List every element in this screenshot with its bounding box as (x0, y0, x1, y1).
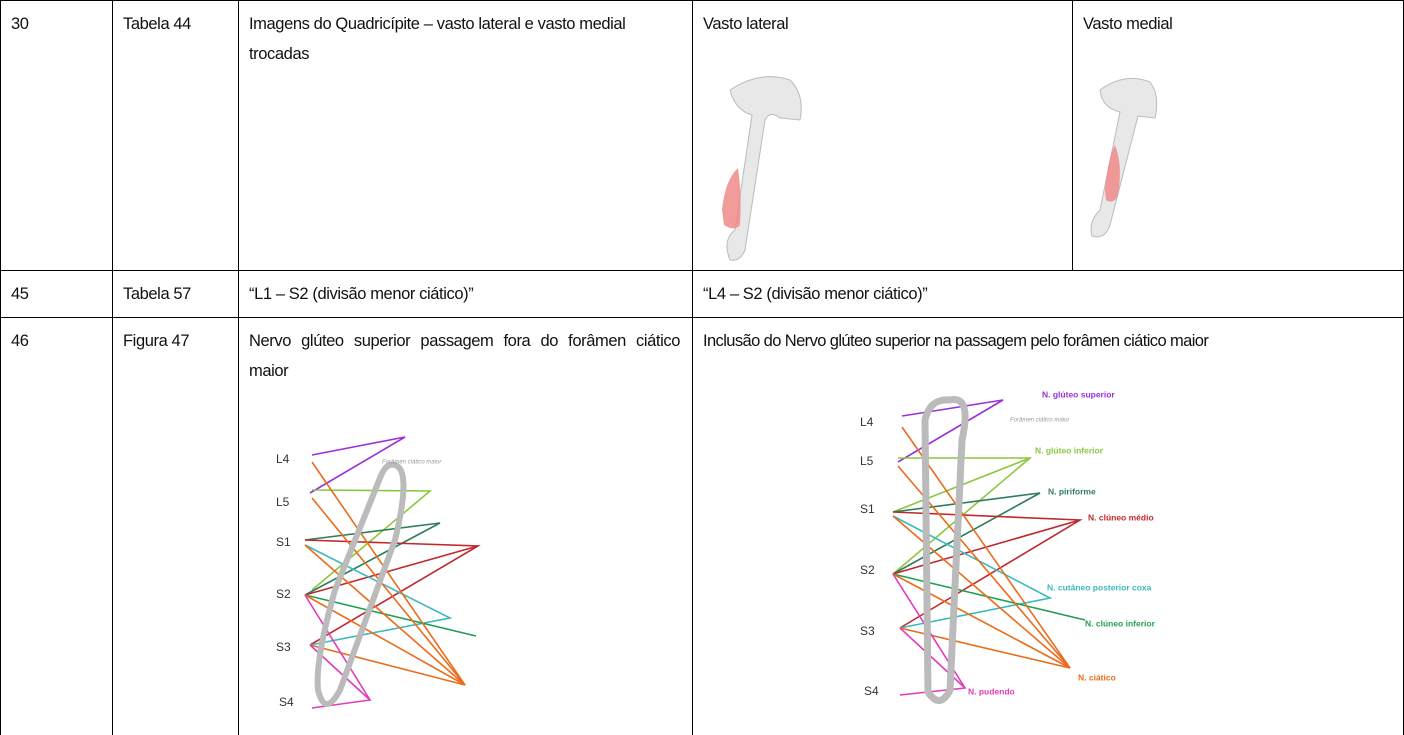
foramen-label: Forâmen ciático maior (1010, 418, 1070, 424)
nerve-line (897, 399, 1004, 463)
root-label: L5 (276, 495, 290, 509)
root-label: S3 (276, 640, 291, 654)
nerve-line (901, 426, 1071, 669)
nerve-line (892, 492, 1041, 575)
nerve-line (892, 573, 1086, 621)
nerve-line (892, 515, 1071, 669)
nerve-label: N. pudendo (968, 686, 1015, 696)
nerve-line (304, 544, 466, 686)
muscle (1105, 145, 1120, 202)
nerve-line (892, 573, 1071, 669)
foramen-outline (314, 461, 407, 707)
foramen-outline (921, 396, 969, 704)
leg-illustration (726, 76, 1158, 261)
nerve-line (311, 461, 466, 686)
foramen-label: Forâmen ciático maior (382, 460, 442, 466)
nerve-label: N. piriforme (1048, 486, 1096, 496)
root-label: S1 (860, 502, 875, 516)
nerve-lines (304, 399, 1086, 709)
nerve-label: N. clúneo inferior (1085, 618, 1156, 628)
nerve-label: N. clúneo médio (1088, 512, 1154, 522)
root-label: L4 (276, 452, 290, 466)
nerve-label: N. cutâneo posterior coxa (1047, 582, 1152, 592)
root-label: S3 (860, 624, 875, 638)
nerve-line (309, 644, 466, 686)
nerve-line (899, 627, 966, 689)
nerve-label: N. ciático (1078, 672, 1116, 682)
nerve-line (304, 522, 441, 596)
cell-text: Nervo glúteo superior passagem fora do f… (249, 332, 680, 380)
root-label: S2 (860, 563, 875, 577)
root-label: S4 (279, 695, 294, 709)
nerve-label: N. glúteo inferior (1035, 445, 1104, 455)
nerve-label: N. glúteo superior (1042, 389, 1115, 399)
root-label: S1 (276, 535, 291, 549)
nerve-line (311, 497, 466, 686)
nerve-line (304, 594, 371, 701)
nerve-line (309, 436, 406, 494)
root-label: L5 (860, 454, 874, 468)
root-label: S2 (276, 587, 291, 601)
muscle (722, 168, 741, 229)
root-label: L4 (860, 415, 874, 429)
root-label: S4 (864, 684, 879, 698)
